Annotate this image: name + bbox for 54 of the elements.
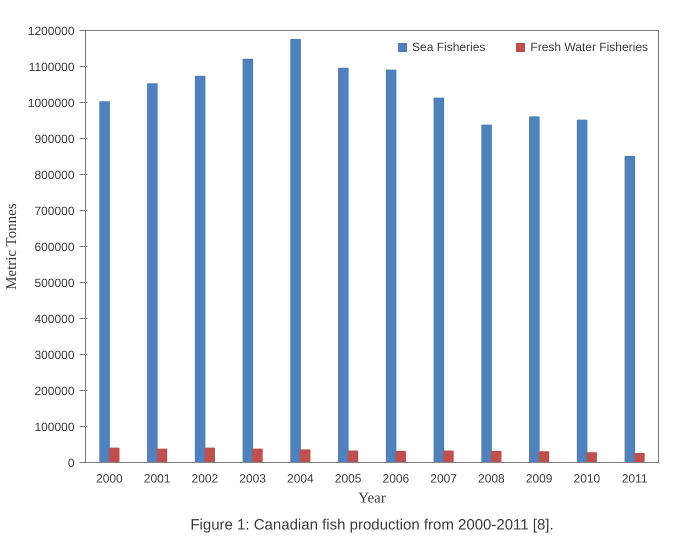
bar — [252, 448, 263, 462]
bar — [624, 156, 636, 462]
y-tick-label: 1200000 — [28, 24, 75, 38]
bar — [538, 451, 550, 462]
legend-label: Sea Fisheries — [412, 40, 486, 54]
bar — [242, 58, 254, 462]
bar — [443, 450, 454, 462]
y-tick-label: 800000 — [34, 168, 75, 182]
x-tick-label: 2001 — [144, 472, 171, 486]
x-tick-label: 2007 — [430, 472, 458, 486]
text: Figure 1: Canadian fish production from 2000-2011 [8]. — [190, 516, 554, 534]
x-tick-label: 2011 — [622, 472, 648, 486]
bar — [586, 452, 597, 462]
bar — [395, 450, 406, 462]
bar — [348, 450, 358, 462]
x-tick-label: 2008 — [478, 472, 506, 486]
legend-label: Fresh Water Fisheries — [530, 40, 648, 54]
y-tick-label: 500000 — [34, 276, 75, 290]
bar — [490, 450, 502, 462]
y-tick-label: 300000 — [34, 348, 75, 362]
bar — [290, 39, 301, 462]
bar — [576, 120, 588, 462]
x-tick-label: 2009 — [526, 472, 553, 486]
y-tick-label: 600000 — [34, 240, 75, 254]
x-tick-label: 2004 — [287, 472, 314, 486]
bar — [529, 116, 540, 462]
bar — [634, 453, 645, 462]
y-tick-label: 1100000 — [28, 60, 75, 74]
bar — [108, 448, 120, 462]
bar — [156, 448, 168, 462]
y-tick-label: 200000 — [34, 384, 75, 398]
x-tick-label: 2000 — [96, 472, 124, 486]
x-tick-label: 2005 — [334, 472, 362, 486]
bar — [300, 449, 310, 462]
y-tick-label: 900000 — [34, 132, 75, 146]
bar — [481, 124, 492, 462]
bar — [147, 83, 158, 462]
y-tick-label: 100000 — [34, 420, 75, 434]
y-tick-label: 1000000 — [28, 96, 75, 110]
x-tick-label: 2006 — [382, 472, 410, 486]
x-tick-label: 2002 — [192, 472, 219, 486]
x-tick-label: 2010 — [574, 472, 601, 486]
bar — [99, 101, 110, 462]
bar — [386, 70, 396, 462]
x-tick-label: 2003 — [239, 472, 266, 486]
y-tick-label: 700000 — [34, 204, 75, 218]
y-tick-label: 400000 — [34, 312, 75, 326]
y-tick-label: 0 — [68, 456, 75, 470]
bar — [204, 448, 215, 462]
bar — [194, 76, 206, 462]
x-axis-title: Year — [358, 490, 386, 506]
bar — [338, 68, 349, 462]
bar — [434, 98, 444, 462]
y-axis-title: Metric Tonnes — [4, 203, 20, 290]
